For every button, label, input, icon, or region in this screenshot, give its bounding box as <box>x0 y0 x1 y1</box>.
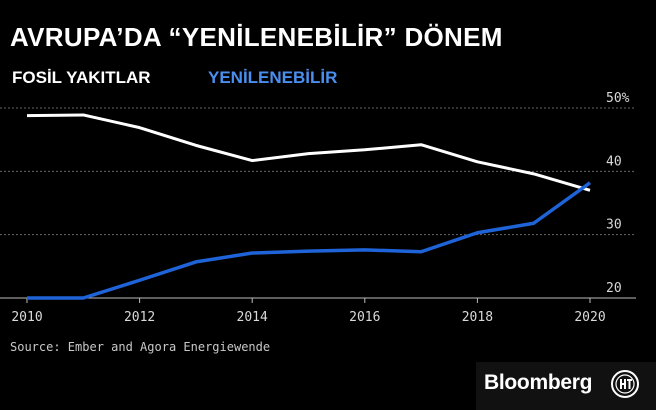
y-tick-label: 30 <box>606 218 622 233</box>
source-note: Source: Ember and Agora Energiewende <box>10 340 271 354</box>
tick-labels: 20 30 40 50% 2010 2012 2014 2016 2018 2020 <box>11 91 629 325</box>
x-axis <box>0 297 636 303</box>
y-tick-label: 40 <box>606 154 622 169</box>
legend-fossil: FOSİL YAKITLAR <box>12 68 151 87</box>
x-tick-label: 2018 <box>462 310 493 325</box>
y-tick-label: 50% <box>606 91 630 106</box>
x-tick-label: 2010 <box>11 310 42 325</box>
series-line-fossil <box>26 113 591 192</box>
x-tick-label: 2014 <box>237 310 268 325</box>
chart-title: AVRUPA’DA “YENİLENEBİLİR” DÖNEM <box>10 22 503 52</box>
x-tick-label: 2016 <box>349 310 380 325</box>
series-line-renewable <box>27 181 592 300</box>
grid-lines <box>0 107 636 236</box>
bloomberg-ht-emblem-icon <box>611 370 639 398</box>
y-tick-label: 20 <box>606 281 622 296</box>
bloomberg-logo: Bloomberg <box>484 371 593 394</box>
legend-renewable: YENİLENEBİLİR <box>208 68 338 87</box>
series-lines <box>26 113 592 300</box>
x-tick-label: 2020 <box>574 310 605 325</box>
x-tick-label: 2012 <box>124 310 155 325</box>
